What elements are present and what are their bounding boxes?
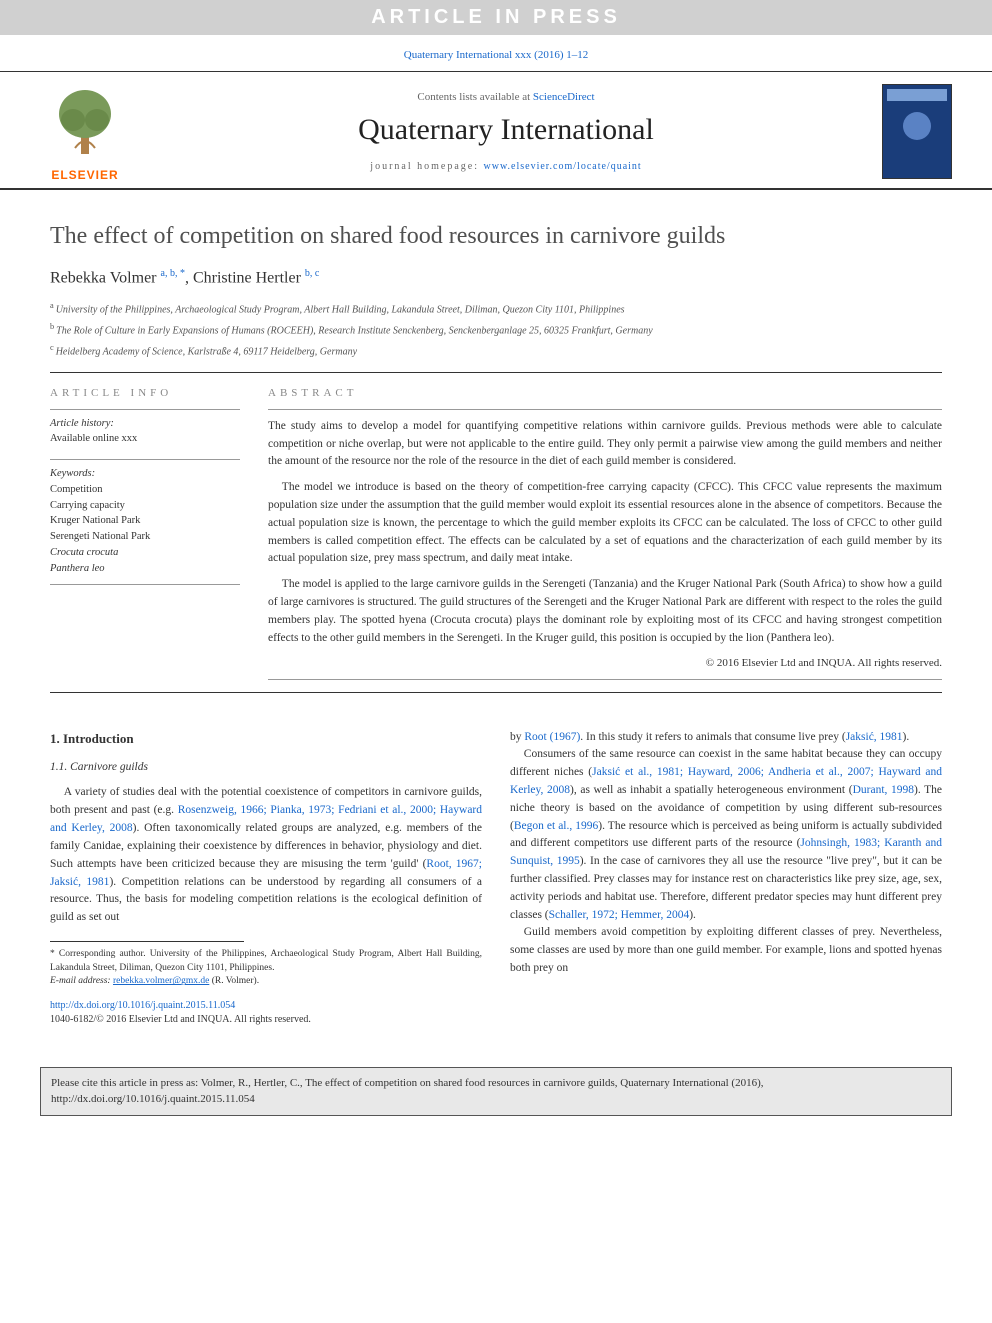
affiliation-c: cHeidelberg Academy of Science, Karlstra… [50,342,942,359]
issn-line: 1040-6182/© 2016 Elsevier Ltd and INQUA.… [50,1013,482,1027]
keyword: Kruger National Park [50,513,240,529]
abstract-p2: The model we introduce is based on the t… [268,479,942,568]
keyword: Crocuta crocuta [50,545,240,561]
corresponding-author-note: * Corresponding author. University of th… [50,948,482,976]
abstract-copyright: © 2016 Elsevier Ltd and INQUA. All right… [268,655,942,672]
author-1-affil[interactable]: a, b, * [161,268,185,279]
masthead: ELSEVIER Contents lists available at Sci… [0,71,992,190]
abstract-p3: The model is applied to the large carniv… [268,576,942,647]
elsevier-tree-icon [45,80,125,160]
journal-homepage-link[interactable]: www.elsevier.com/locate/quaint [484,161,642,172]
article-title: The effect of competition on shared food… [50,220,942,252]
journal-reference-line: Quaternary International xxx (2016) 1–12 [0,35,992,71]
contents-list-line: Contents lists available at ScienceDirec… [130,91,882,103]
author-1: Rebekka Volmer [50,270,157,287]
affiliation-b: bThe Role of Culture in Early Expansions… [50,321,942,338]
keyword: Serengeti National Park [50,529,240,545]
author-2: Christine Hertler [193,270,301,287]
journal-ref-link[interactable]: Quaternary International xxx (2016) 1–12 [404,49,589,61]
citation-link[interactable]: Jaksić, 1981 [846,731,903,743]
article-in-press-banner: ARTICLE IN PRESS [0,0,992,35]
body-right-p3: Guild members avoid competition by explo… [510,924,942,977]
left-column: 1. Introduction 1.1. Carnivore guilds A … [50,729,482,1028]
journal-cover-thumb[interactable] [882,84,952,179]
article-history-block: Article history: Available online xxx [50,409,240,448]
doi-block: http://dx.doi.org/10.1016/j.quaint.2015.… [50,999,482,1027]
abstract-text: The study aims to develop a model for qu… [268,409,942,680]
footnote-separator [50,941,244,942]
body-right-p1: by Root (1967). In this study it refers … [510,729,942,747]
elsevier-logo[interactable]: ELSEVIER [40,80,130,182]
keywords-label: Keywords: [50,466,240,482]
divider-top [50,372,942,373]
email-line: E-mail address: rebekka.volmer@gmx.de (R… [50,975,482,989]
doi-link[interactable]: http://dx.doi.org/10.1016/j.quaint.2015.… [50,1000,235,1011]
body-left-p1: A variety of studies deal with the poten… [50,784,482,927]
masthead-center: Contents lists available at ScienceDirec… [130,91,882,172]
abstract-p1: The study aims to develop a model for qu… [268,418,942,471]
journal-homepage-line: journal homepage: www.elsevier.com/locat… [130,161,882,172]
section-1-heading: 1. Introduction [50,729,482,749]
article-info-heading: ARTICLE INFO [50,387,240,399]
right-column: by Root (1967). In this study it refers … [510,729,942,1028]
citation-link[interactable]: Schaller, 1972; Hemmer, 2004 [549,909,690,921]
keyword: Carrying capacity [50,498,240,514]
banner-text: ARTICLE IN PRESS [371,6,621,28]
citation-box: Please cite this article in press as: Vo… [40,1067,952,1116]
keyword: Panthera leo [50,561,240,577]
author-email-link[interactable]: rebekka.volmer@gmx.de [113,976,209,986]
history-value: Available online xxx [50,431,240,447]
section-1-1-heading: 1.1. Carnivore guilds [50,759,482,777]
abstract-end-rule [268,679,942,680]
article-info-column: ARTICLE INFO Article history: Available … [50,387,240,680]
affiliation-a: aUniversity of the Philippines, Archaeol… [50,300,942,317]
abstract-heading: ABSTRACT [268,387,942,399]
elsevier-label: ELSEVIER [40,168,130,182]
keyword: Competition [50,482,240,498]
authors-line: Rebekka Volmer a, b, *, Christine Hertle… [50,268,942,287]
citation-link[interactable]: Begon et al., 1996 [514,820,598,832]
abstract-column: ABSTRACT The study aims to develop a mod… [268,387,942,680]
journal-title: Quaternary International [130,113,882,147]
footnotes: * Corresponding author. University of th… [50,948,482,989]
citation-box-text: Please cite this article in press as: Vo… [51,1077,763,1104]
citation-link[interactable]: Durant, 1998 [853,784,914,796]
keywords-block: Keywords: Competition Carrying capacity … [50,459,240,585]
sciencedirect-link[interactable]: ScienceDirect [533,91,595,103]
citation-link[interactable]: Root (1967) [524,731,580,743]
author-2-affil[interactable]: b, c [305,268,319,279]
body-right-p2: Consumers of the same resource can coexi… [510,746,942,924]
divider-bottom [50,692,942,693]
history-label: Article history: [50,416,240,432]
main-text-columns: 1. Introduction 1.1. Carnivore guilds A … [50,729,942,1028]
